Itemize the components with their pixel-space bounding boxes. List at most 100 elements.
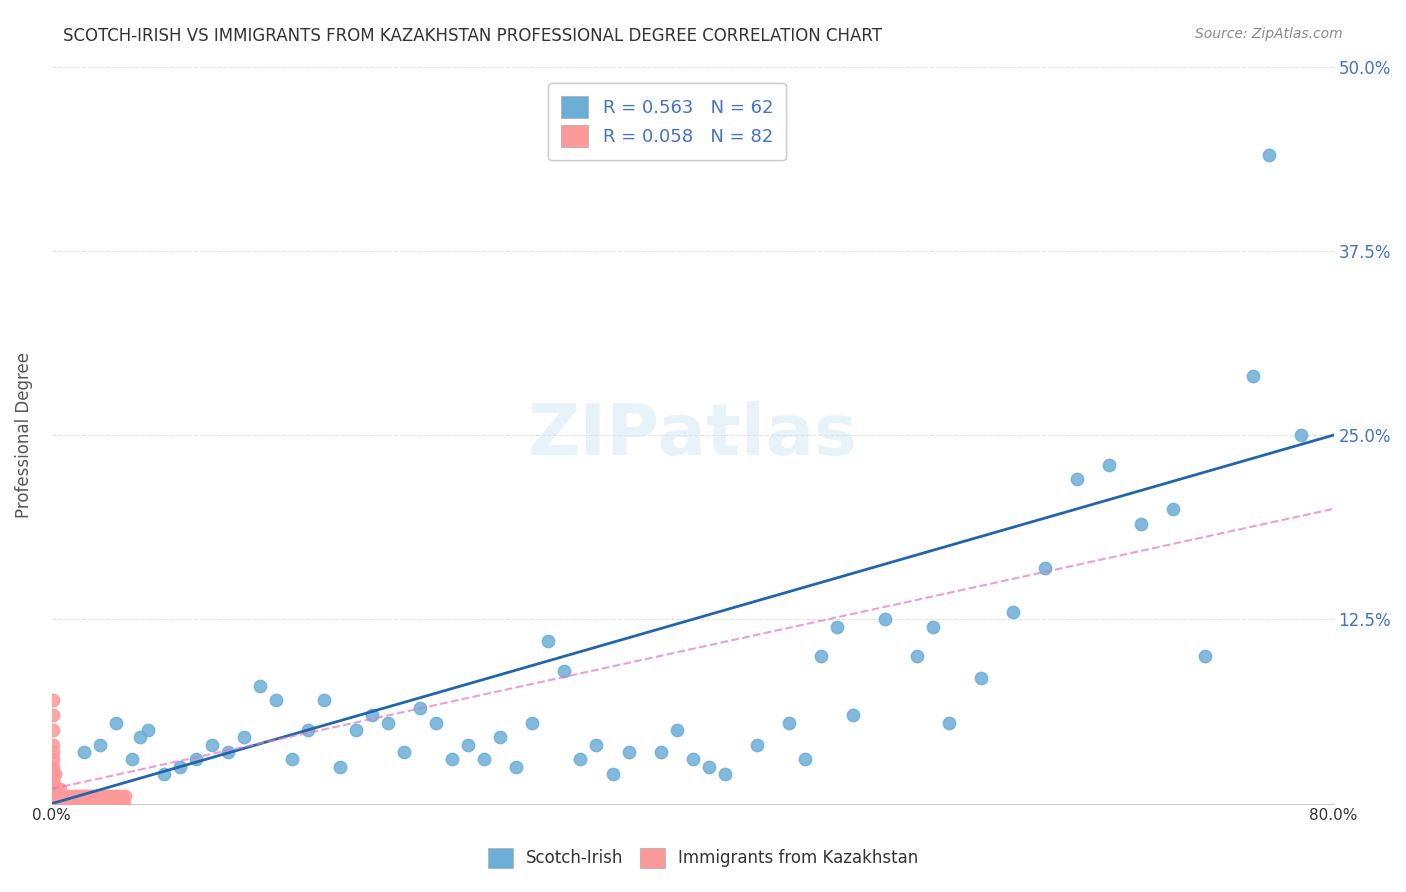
Point <box>52 797 75 811</box>
Point <box>76 789 98 804</box>
Point <box>42 779 65 793</box>
Point <box>42 708 65 723</box>
Point <box>56 789 79 804</box>
Point <box>98 789 121 804</box>
Point <box>104 789 127 804</box>
Point <box>42 790 65 805</box>
Point <box>42 785 65 799</box>
Point <box>42 752 65 766</box>
Point <box>344 723 367 737</box>
Point <box>91 789 114 804</box>
Point <box>394 745 416 759</box>
Point <box>42 772 65 786</box>
Point <box>810 649 832 664</box>
Point <box>62 789 84 804</box>
Point <box>665 723 688 737</box>
Point <box>585 738 607 752</box>
Point <box>89 789 111 804</box>
Point <box>42 745 65 759</box>
Point <box>73 789 96 804</box>
Point <box>329 760 352 774</box>
Point <box>90 797 112 811</box>
Point <box>80 789 103 804</box>
Point <box>44 781 66 796</box>
Point <box>825 620 848 634</box>
Point <box>184 752 207 766</box>
Point <box>114 789 136 804</box>
Point <box>617 745 640 759</box>
Point <box>42 777 65 791</box>
Point <box>425 715 447 730</box>
Legend: Scotch-Irish, Immigrants from Kazakhstan: Scotch-Irish, Immigrants from Kazakhstan <box>481 841 925 875</box>
Point <box>1130 516 1153 531</box>
Point <box>44 789 66 804</box>
Point <box>110 797 132 811</box>
Point <box>42 764 65 779</box>
Point <box>82 797 104 811</box>
Point <box>101 789 124 804</box>
Point <box>1194 649 1216 664</box>
Point <box>745 738 768 752</box>
Point <box>457 738 479 752</box>
Point <box>42 786 65 800</box>
Point <box>111 789 134 804</box>
Legend: R = 0.563   N = 62, R = 0.058   N = 82: R = 0.563 N = 62, R = 0.058 N = 82 <box>548 83 786 160</box>
Point <box>314 693 336 707</box>
Point <box>472 752 495 766</box>
Point <box>87 789 110 804</box>
Text: ZIPatlas: ZIPatlas <box>527 401 858 469</box>
Point <box>361 708 384 723</box>
Point <box>86 797 108 811</box>
Point <box>793 752 815 766</box>
Point <box>44 767 66 781</box>
Point <box>713 767 735 781</box>
Point <box>489 731 512 745</box>
Point <box>51 797 73 811</box>
Point <box>44 797 66 811</box>
Point <box>112 797 135 811</box>
Point <box>45 789 67 804</box>
Point <box>553 664 575 678</box>
Point <box>922 620 945 634</box>
Point <box>697 760 720 774</box>
Text: SCOTCH-IRISH VS IMMIGRANTS FROM KAZAKHSTAN PROFESSIONAL DEGREE CORRELATION CHART: SCOTCH-IRISH VS IMMIGRANTS FROM KAZAKHST… <box>63 27 883 45</box>
Point <box>682 752 704 766</box>
Point <box>42 693 65 707</box>
Point <box>79 789 101 804</box>
Point <box>53 789 76 804</box>
Point <box>905 649 928 664</box>
Point <box>1241 369 1264 384</box>
Point <box>42 797 65 811</box>
Point <box>522 715 544 730</box>
Point <box>100 797 122 811</box>
Point <box>49 797 72 811</box>
Point <box>153 767 176 781</box>
Point <box>409 701 432 715</box>
Y-axis label: Professional Degree: Professional Degree <box>15 352 32 518</box>
Point <box>84 789 107 804</box>
Point <box>80 797 103 811</box>
Point <box>42 781 65 796</box>
Point <box>67 797 90 811</box>
Point <box>42 797 65 811</box>
Point <box>1002 605 1025 619</box>
Point <box>136 723 159 737</box>
Point <box>70 797 93 811</box>
Point <box>602 767 624 781</box>
Point <box>297 723 319 737</box>
Point <box>73 745 96 759</box>
Point <box>970 671 993 685</box>
Point <box>938 715 960 730</box>
Point <box>377 715 399 730</box>
Point <box>108 789 131 804</box>
Point <box>1291 428 1313 442</box>
Point <box>103 797 125 811</box>
Point <box>77 797 100 811</box>
Point <box>650 745 672 759</box>
Point <box>42 774 65 789</box>
Point <box>45 797 67 811</box>
Point <box>75 797 97 811</box>
Point <box>537 634 560 648</box>
Point <box>249 679 271 693</box>
Point <box>42 797 65 811</box>
